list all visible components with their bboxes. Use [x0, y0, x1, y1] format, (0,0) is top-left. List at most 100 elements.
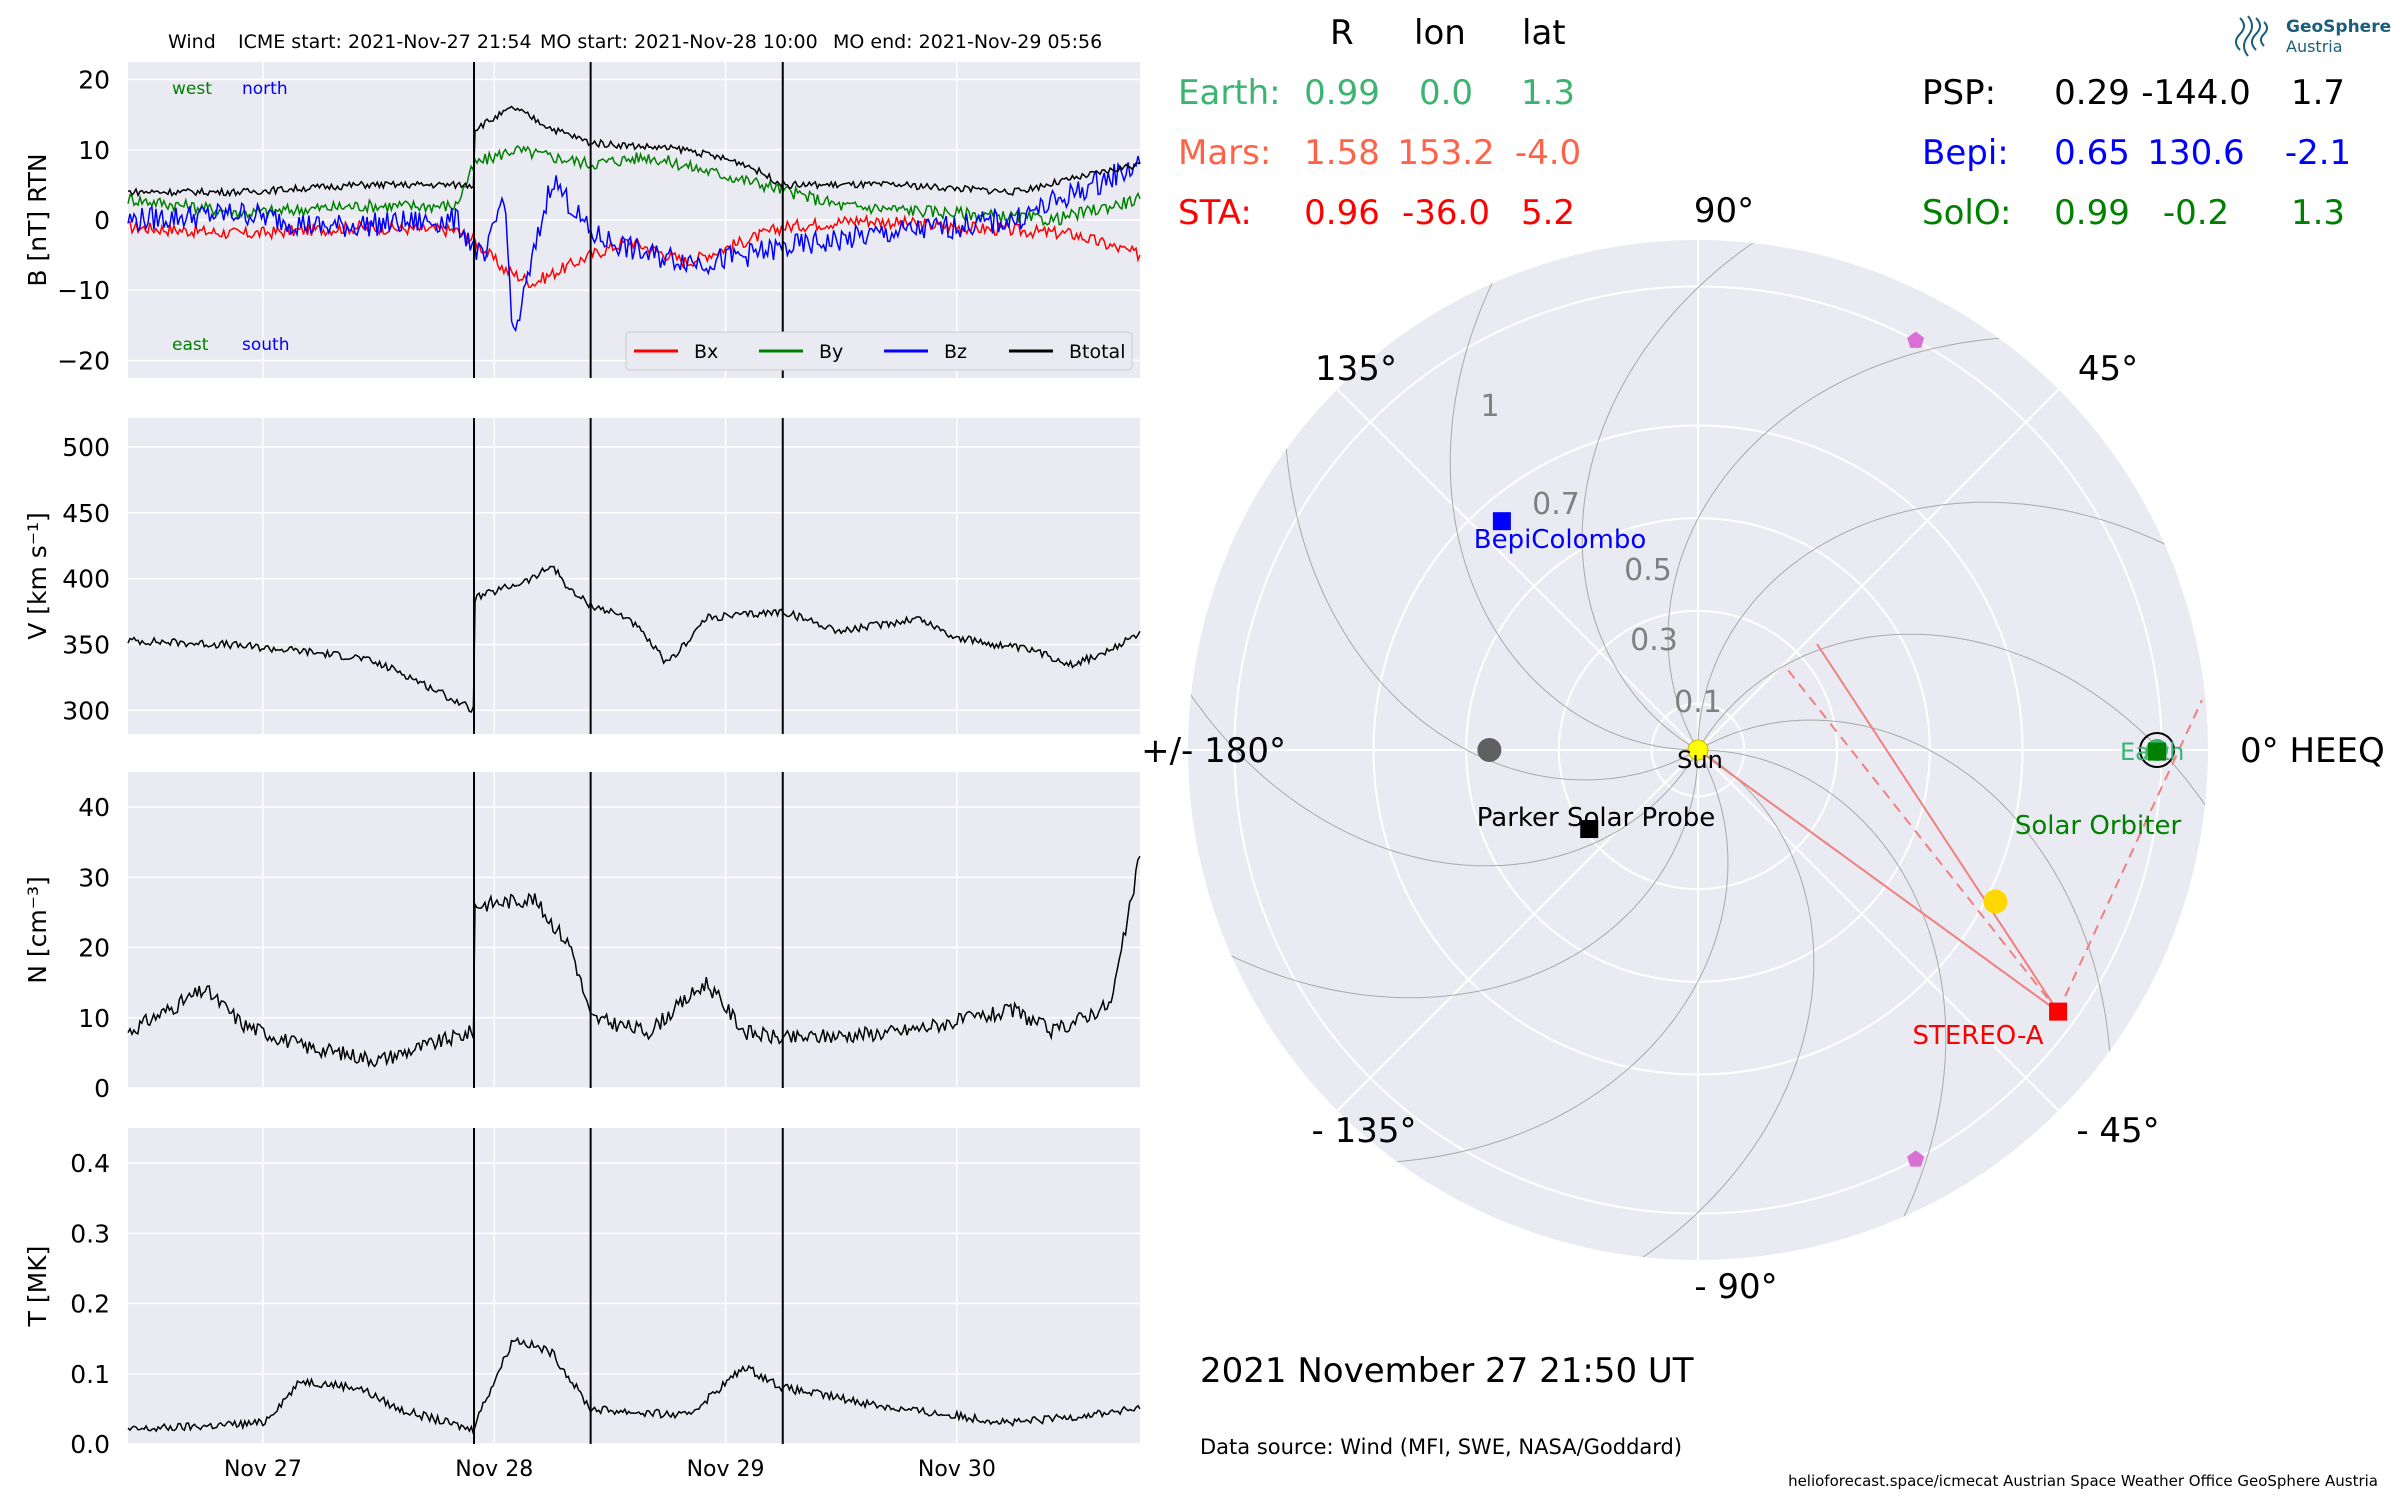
legend-entry: Bz — [944, 341, 967, 363]
legend-entry: Bx — [694, 341, 718, 363]
table-header-lon: lon — [1414, 13, 1466, 53]
parker-spiral-line — [1697, 501, 2208, 741]
table-cell-lon: -36.0 — [1402, 193, 1490, 233]
y-tick-label: 0.1 — [70, 1360, 110, 1389]
solar-orbiter-label: Solar Orbiter — [2015, 811, 2182, 841]
timestamp: 2021 November 27 21:50 UT — [1200, 1351, 1694, 1391]
bepicolombo-marker — [1492, 512, 1511, 531]
y-tick-label: 40 — [78, 793, 110, 822]
pink-2-marker — [1907, 1150, 1925, 1167]
positions-table: R lon lat — [1330, 13, 1566, 53]
parker-spiral-line — [1331, 757, 1729, 1164]
y-tick-label: 300 — [62, 696, 110, 725]
sun-label: Sun — [1677, 746, 1723, 774]
table-cell-lat: 1.7 — [2291, 73, 2345, 113]
parker-spiral-line — [1586, 754, 1815, 1260]
angle-label: +/- 180° — [1141, 731, 1286, 771]
y-tick-label: 20 — [78, 66, 110, 95]
annotation-south: south — [242, 335, 289, 355]
y-tick-label: 0.3 — [70, 1219, 110, 1248]
stereo-a-label: STEREO-A — [1912, 1021, 2043, 1051]
table-cell-lon: -0.2 — [2163, 193, 2229, 233]
x-tick-label: Nov 27 — [224, 1457, 302, 1482]
series-btotal — [127, 105, 1141, 198]
annotation-east: east — [172, 335, 209, 355]
series-bx — [127, 213, 1141, 288]
table-cell-r: 0.99 — [1304, 73, 1380, 113]
parker-spiral-line — [1705, 719, 2112, 1117]
r-tick-label: 0.1 — [1674, 685, 1722, 720]
parker-spiral-line — [1667, 336, 2065, 743]
parker-spiral-line — [1581, 240, 1810, 746]
y-axis-label: T [MK] — [23, 1246, 52, 1328]
y-axis-label: N [cm⁻³] — [23, 876, 52, 983]
y-tick-label: 0.4 — [70, 1149, 110, 1178]
logo-waves-icon — [2235, 15, 2268, 57]
table-cell-name: PSP: — [1922, 73, 1996, 113]
solar-orbiter-marker — [2147, 742, 2166, 761]
y-tick-label: 0.0 — [70, 1430, 110, 1459]
y-axis-label: V [km s⁻¹] — [23, 512, 52, 640]
annotation-west: west — [172, 79, 212, 99]
table-cell-lat: 1.3 — [2291, 193, 2345, 233]
body-mercury — [1477, 738, 1502, 762]
polar-grid-spoke — [1697, 388, 2060, 751]
legend-box — [625, 331, 1133, 371]
pink-1-marker — [1907, 331, 1925, 348]
venus-marker — [1983, 889, 2008, 914]
series-bz — [127, 155, 1141, 333]
panel-speed: 500 450 400 350 300 V [km s⁻¹] — [23, 418, 1141, 734]
parker-spiral-line — [1188, 759, 1699, 999]
series-by — [127, 144, 1141, 227]
table-cell-name: Earth: — [1178, 73, 1281, 113]
table-cell-r: 0.99 — [2054, 193, 2130, 233]
stereo-a-fov — [1697, 643, 2203, 1013]
parker-spiral-line — [1284, 383, 1691, 781]
x-tick-label: Nov 29 — [687, 1457, 765, 1482]
mercury-marker — [1477, 738, 1502, 762]
y-tick-label: 0.2 — [70, 1290, 110, 1319]
y-tick-label: 350 — [62, 630, 110, 659]
angle-label: 45° — [2078, 349, 2138, 389]
angle-label: 135° — [1315, 349, 1397, 389]
table-cell-r: 0.65 — [2054, 133, 2130, 173]
table-cell-lat: -4.0 — [1515, 133, 1581, 173]
table-cell-r: 0.96 — [1304, 193, 1380, 233]
table-cell-lon: 130.6 — [2147, 133, 2244, 173]
parker-spiral-line — [1707, 749, 1947, 1260]
table-cell-lat: -2.1 — [2285, 133, 2351, 173]
table-row: Mars: 1.58 153.2 -4.0 — [1178, 133, 1581, 173]
parker-solar-probe-marker — [1580, 820, 1599, 839]
table-row-right: SolO: 0.99 -0.2 1.3 — [1922, 193, 2345, 233]
r-tick-label: 0.5 — [1624, 553, 1672, 588]
panel-magnetic-field: 20 10 0 −10 −20 B [nT] RTN — [23, 62, 1141, 378]
earth-ring — [2139, 732, 2175, 768]
x-tick-label: Nov 28 — [455, 1457, 533, 1482]
table-row-right: Bepi: 0.65 130.6 -2.1 — [1922, 133, 2351, 173]
body-sun: Sun — [1677, 739, 1723, 774]
legend-entry: Btotal — [1069, 341, 1125, 363]
y-tick-label: 500 — [62, 433, 110, 462]
y-tick-label: 30 — [78, 863, 110, 892]
table-cell-r: 0.29 — [2054, 73, 2130, 113]
parker-spiral-line — [1188, 638, 1694, 867]
panel-background — [128, 1128, 1140, 1444]
x-tick-label: Nov 30 — [918, 1457, 996, 1482]
table-header-r: R — [1330, 13, 1354, 53]
series-n — [127, 855, 1141, 1068]
fov-line-inner — [1816, 643, 2059, 1013]
y-tick-label: 20 — [78, 934, 110, 963]
angle-label: 90° — [1694, 191, 1754, 231]
body-parker-solar-probe: Parker Solar Probe — [1477, 803, 1715, 839]
panel-density: 40 30 20 10 0 N [cm⁻³] — [23, 772, 1141, 1103]
angle-label: - 135° — [1312, 1111, 1417, 1151]
panel-background — [128, 418, 1140, 734]
table-row: Earth: 0.99 0.0 1.3 — [1178, 73, 1575, 113]
body-pink-1 — [1907, 331, 1925, 348]
header-mo-start: MO start: 2021-Nov-28 10:00 — [540, 31, 818, 53]
data-source: Data source: Wind (MFI, SWE, NASA/Goddar… — [1200, 1435, 1682, 1459]
body-solar-orbiter: Solar Orbiter — [2015, 742, 2182, 841]
series-t — [127, 1336, 1141, 1435]
